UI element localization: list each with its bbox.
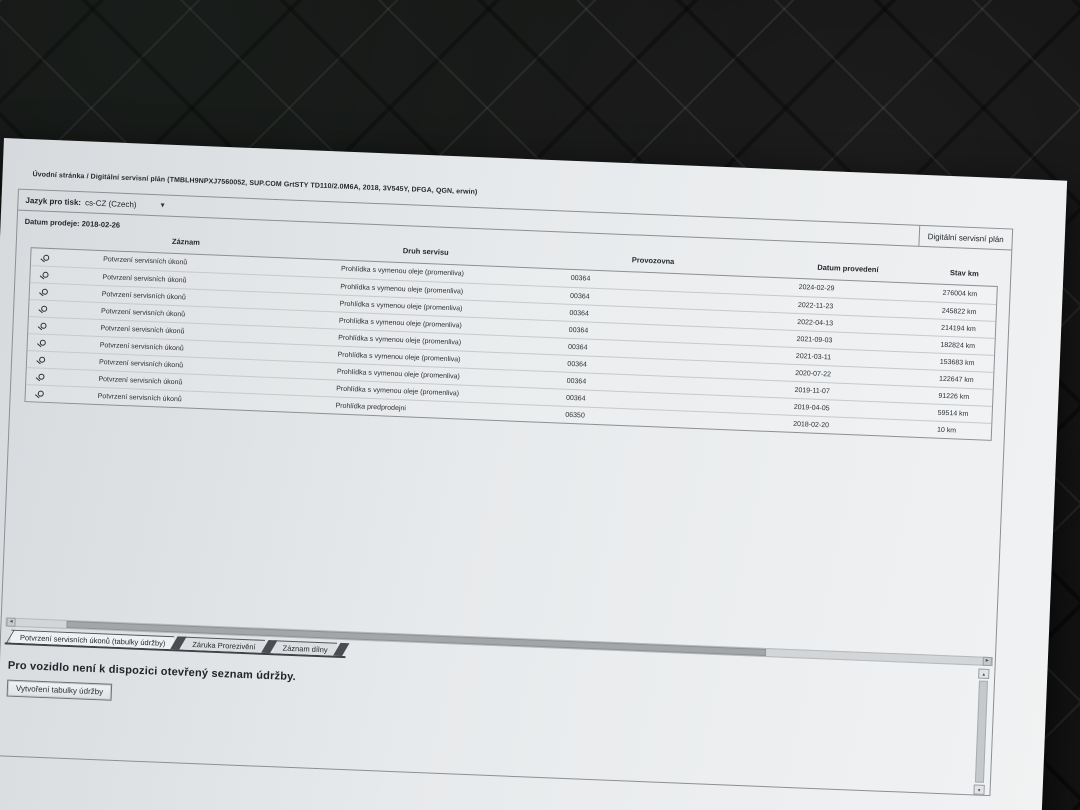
mileage-cell: 153683 km <box>939 358 975 367</box>
chevron-down-icon: ▾ <box>160 200 165 210</box>
row-magnifier-cell[interactable] <box>27 356 57 363</box>
mileage-cell: 182824 km <box>940 341 976 350</box>
mileage-cell: 214194 km <box>940 324 976 333</box>
magnifier-icon[interactable] <box>39 339 46 346</box>
mileage-cell: 122647 km <box>938 375 974 384</box>
page-title: Digitální servisní plán <box>918 225 1013 250</box>
row-magnifier-cell[interactable] <box>28 322 58 329</box>
column-header-datum-provedeni: Datum provedení <box>817 262 879 275</box>
v-scrollbar[interactable]: ▲ ▼ <box>973 668 990 795</box>
tab-3[interactable]: Záznam dílny <box>273 640 337 656</box>
v-scrollbar-thumb[interactable] <box>974 680 989 783</box>
row-magnifier-cell[interactable] <box>28 339 58 346</box>
printed-page: Úvodní stránka / Digitální servisní plán… <box>0 138 1068 810</box>
row-magnifier-cell[interactable] <box>30 288 60 295</box>
print-language-value: cs-CZ (Czech) <box>84 197 137 209</box>
no-maintenance-message: Pro vozidlo není k dispozici otevřený se… <box>7 659 297 684</box>
magnifier-icon[interactable] <box>41 288 48 295</box>
column-header-zaznam: Záznam <box>171 236 201 247</box>
magnifier-icon[interactable] <box>42 271 49 278</box>
scroll-left-button[interactable]: ◄ <box>6 617 16 627</box>
tab-label: Záznam dílny <box>282 643 328 654</box>
mileage-cell: 10 km <box>936 426 957 434</box>
mileage-cell: 59514 km <box>937 409 969 418</box>
sale-date-label: Datum prodeje: <box>24 216 80 229</box>
sale-date-value: 2018-02-26 <box>81 219 121 230</box>
date-cell: 2024-02-29 <box>798 284 835 293</box>
create-maintenance-table-button[interactable]: Vytvoření tabulky údržby <box>6 679 113 701</box>
scroll-down-button[interactable]: ▼ <box>973 784 985 795</box>
header-icon-spacer <box>31 231 61 241</box>
mileage-cell: 91226 km <box>938 392 970 401</box>
tab-1[interactable]: Potvrzení servisních úkonů (tabulky údrž… <box>10 629 175 650</box>
row-magnifier-cell[interactable] <box>29 305 59 312</box>
content-frame: Jazyk pro tisk: cs-CZ (Czech) ▾ Digitáln… <box>0 188 1014 797</box>
magnifier-icon[interactable] <box>40 322 47 329</box>
service-type-cell: Prohlídka predprodejni <box>335 402 407 412</box>
tab-label: Potvrzení servisních úkonů (tabulky údrž… <box>19 632 166 648</box>
magnifier-icon[interactable] <box>43 254 50 261</box>
scroll-up-button[interactable]: ▲ <box>978 668 990 679</box>
print-language-dropdown[interactable]: Jazyk pro tisk: cs-CZ (Czech) ▾ <box>18 195 164 210</box>
column-header-stav-km: Stav km <box>949 268 979 279</box>
magnifier-icon[interactable] <box>37 390 44 397</box>
magnifier-icon[interactable] <box>41 305 48 312</box>
record-cell: Potvrzení servisních úkonů <box>97 392 182 403</box>
row-magnifier-cell[interactable] <box>26 373 56 380</box>
table-body: Potvrzení servisních úkonů Prohlídka s v… <box>24 247 998 441</box>
magnifier-icon[interactable] <box>39 356 46 363</box>
date-cell: 2018-02-20 <box>793 420 830 429</box>
column-header-provozovna: Provozovna <box>631 255 675 266</box>
row-magnifier-cell[interactable] <box>30 271 60 278</box>
mileage-cell: 245822 km <box>941 307 977 316</box>
column-header-druh-servisu: Druh servisu <box>402 246 449 257</box>
scroll-right-button[interactable]: ► <box>982 656 992 667</box>
row-magnifier-cell[interactable] <box>31 254 61 261</box>
sale-date: Datum prodeje: 2018-02-26 <box>24 217 120 230</box>
mileage-cell: 276004 km <box>942 289 978 299</box>
row-magnifier-cell[interactable] <box>26 390 56 397</box>
tab-2[interactable]: Záruka Prorezivění <box>183 636 265 653</box>
print-language-label: Jazyk pro tisk: <box>25 195 82 207</box>
workshop-cell: 06350 <box>565 411 585 420</box>
tab-label: Záruka Prorezivění <box>192 639 256 652</box>
magnifier-icon[interactable] <box>38 373 45 380</box>
